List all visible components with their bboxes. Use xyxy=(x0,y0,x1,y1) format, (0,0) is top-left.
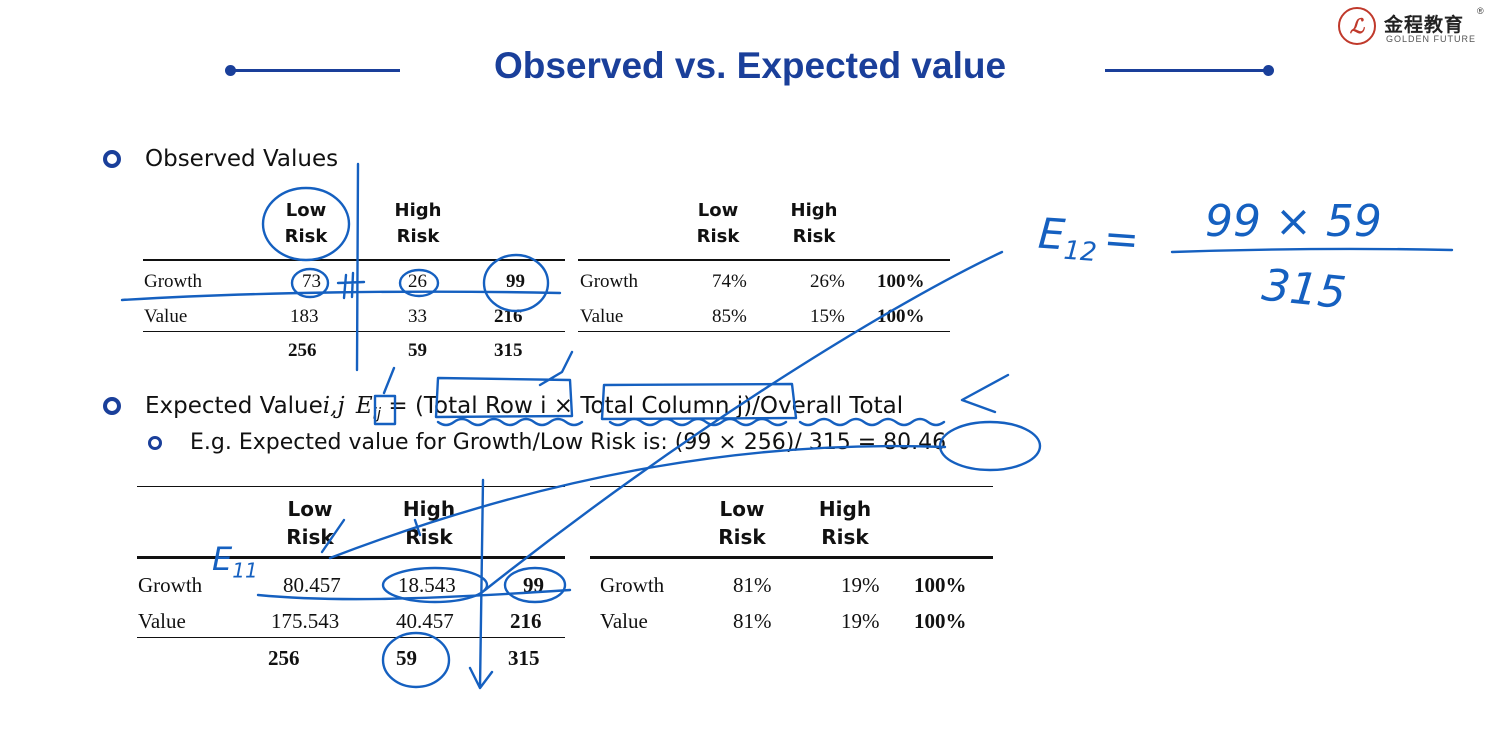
ink-wavy-underline xyxy=(798,417,946,427)
grand-total: 315 xyxy=(494,340,523,361)
cell-growth-high: 18.543 xyxy=(398,573,456,597)
total-low: 256 xyxy=(268,646,300,670)
ink-arrow xyxy=(960,373,1010,414)
cell-value-low: 81% xyxy=(733,609,772,633)
page-title: Observed vs. Expected value xyxy=(493,45,1007,86)
cell-growth-total: 100% xyxy=(877,271,925,292)
ink-vertical-arrow xyxy=(468,478,494,690)
expected-value-heading: Expected Valuei,j Eij = (Total Row i × T… xyxy=(145,393,904,423)
table-rule xyxy=(590,556,993,559)
col-header-low-risk: Low Risk xyxy=(696,200,740,247)
cell-growth-low: 81% xyxy=(733,573,772,597)
cell-value-low: 85% xyxy=(712,306,747,327)
cell-growth-high: 19% xyxy=(841,573,880,597)
ink-underline-growth xyxy=(120,290,562,302)
col-header-high-risk: High Risk xyxy=(818,497,872,549)
observed-values-heading: Observed Values xyxy=(145,146,339,172)
logo-english-text: GOLDEN FUTURE xyxy=(1386,34,1477,44)
ink-check-mark xyxy=(382,366,396,395)
table-rule xyxy=(143,331,565,332)
cell-growth-low: 74% xyxy=(712,271,747,292)
row-label-growth: Growth xyxy=(600,573,665,597)
table-rule xyxy=(578,331,950,332)
ink-box-column xyxy=(600,382,798,421)
ink-circle-73 xyxy=(290,267,330,299)
cell-value-total: 100% xyxy=(914,609,967,633)
table-rule xyxy=(137,556,565,559)
ink-denominator: 315 xyxy=(1259,259,1349,320)
col-header-high-risk: High Risk xyxy=(402,497,456,549)
ink-curve xyxy=(328,444,947,560)
grand-total: 315 xyxy=(508,646,540,670)
col-header-low-risk: Low Risk xyxy=(718,497,766,549)
row-label-value: Value xyxy=(600,609,648,633)
table-rule xyxy=(137,486,565,487)
table-rule xyxy=(578,259,950,261)
table-rule xyxy=(137,637,565,638)
ink-circle-59 xyxy=(381,631,451,689)
row-label-value: Value xyxy=(580,306,624,327)
col-header-high-risk: High Risk xyxy=(790,200,838,247)
cell-growth-low: 80.457 xyxy=(283,573,341,597)
cell-value-high: 33 xyxy=(408,306,427,327)
total-low: 256 xyxy=(288,340,317,361)
title-decoration-dot-right xyxy=(1263,65,1274,76)
cell-value-high: 19% xyxy=(841,609,880,633)
ink-circle-80-46 xyxy=(938,420,1042,472)
ink-fraction-bar xyxy=(1170,247,1454,254)
ink-e11-label: E11 xyxy=(212,540,258,583)
sub-bullet-icon xyxy=(148,436,162,450)
ink-wavy-underline xyxy=(608,417,788,427)
registered-mark: ® xyxy=(1477,6,1484,16)
ink-tick xyxy=(413,518,422,537)
cell-growth-total: 99 xyxy=(506,271,525,292)
company-logo: ℒ 金程教育 GOLDEN FUTURE ® xyxy=(1338,6,1488,46)
ink-circle-99 xyxy=(482,253,550,313)
cell-growth-high: 26% xyxy=(810,271,845,292)
example-text: E.g. Expected value for Growth/Low Risk … xyxy=(190,430,947,455)
col-header-low-risk: Low Risk xyxy=(284,200,328,247)
cell-value-high: 40.457 xyxy=(396,609,454,633)
ink-circle-26 xyxy=(398,268,440,298)
ink-tick xyxy=(320,518,346,554)
row-label-growth: Growth xyxy=(144,271,203,292)
cell-growth-high: 26 xyxy=(408,271,427,292)
cell-value-high: 15% xyxy=(810,306,845,327)
row-label-value: Value xyxy=(138,609,186,633)
ink-numerator: 99 × 59 xyxy=(1205,196,1382,247)
title-decoration-line-left xyxy=(230,69,400,72)
bullet-icon xyxy=(103,397,121,415)
logo-seal-icon: ℒ xyxy=(1338,7,1376,45)
title-decoration-line-right xyxy=(1105,69,1270,72)
ink-e12-label: E12 = xyxy=(1036,208,1141,268)
ink-circle-18-543 xyxy=(381,566,489,604)
total-high: 59 xyxy=(396,646,417,670)
logo-chinese-text: 金程教育 xyxy=(1384,14,1465,36)
ink-circle-low-risk xyxy=(261,186,351,262)
cell-value-total: 216 xyxy=(510,609,542,633)
col-header-high-risk: High Risk xyxy=(394,200,442,247)
table-rule xyxy=(143,259,565,261)
bullet-icon xyxy=(103,150,121,168)
ink-box-ij xyxy=(373,394,397,426)
ink-wavy-underline xyxy=(436,417,584,427)
row-label-growth: Growth xyxy=(580,271,639,292)
ink-underline-growth xyxy=(256,588,572,601)
row-label-growth: Growth xyxy=(138,573,203,597)
ink-hash-mark xyxy=(336,271,366,300)
ink-circle-99 xyxy=(503,566,567,604)
table-rule xyxy=(590,486,993,487)
ink-box-row xyxy=(434,376,574,419)
cell-growth-low: 73 xyxy=(302,271,321,292)
cell-growth-total: 100% xyxy=(914,573,967,597)
row-label-value: Value xyxy=(144,306,188,327)
ink-vertical-line xyxy=(355,162,360,372)
total-high: 59 xyxy=(408,340,427,361)
cell-value-low: 183 xyxy=(290,306,319,327)
cell-value-low: 175.543 xyxy=(271,609,340,633)
ink-diagonal-line xyxy=(483,250,1004,592)
